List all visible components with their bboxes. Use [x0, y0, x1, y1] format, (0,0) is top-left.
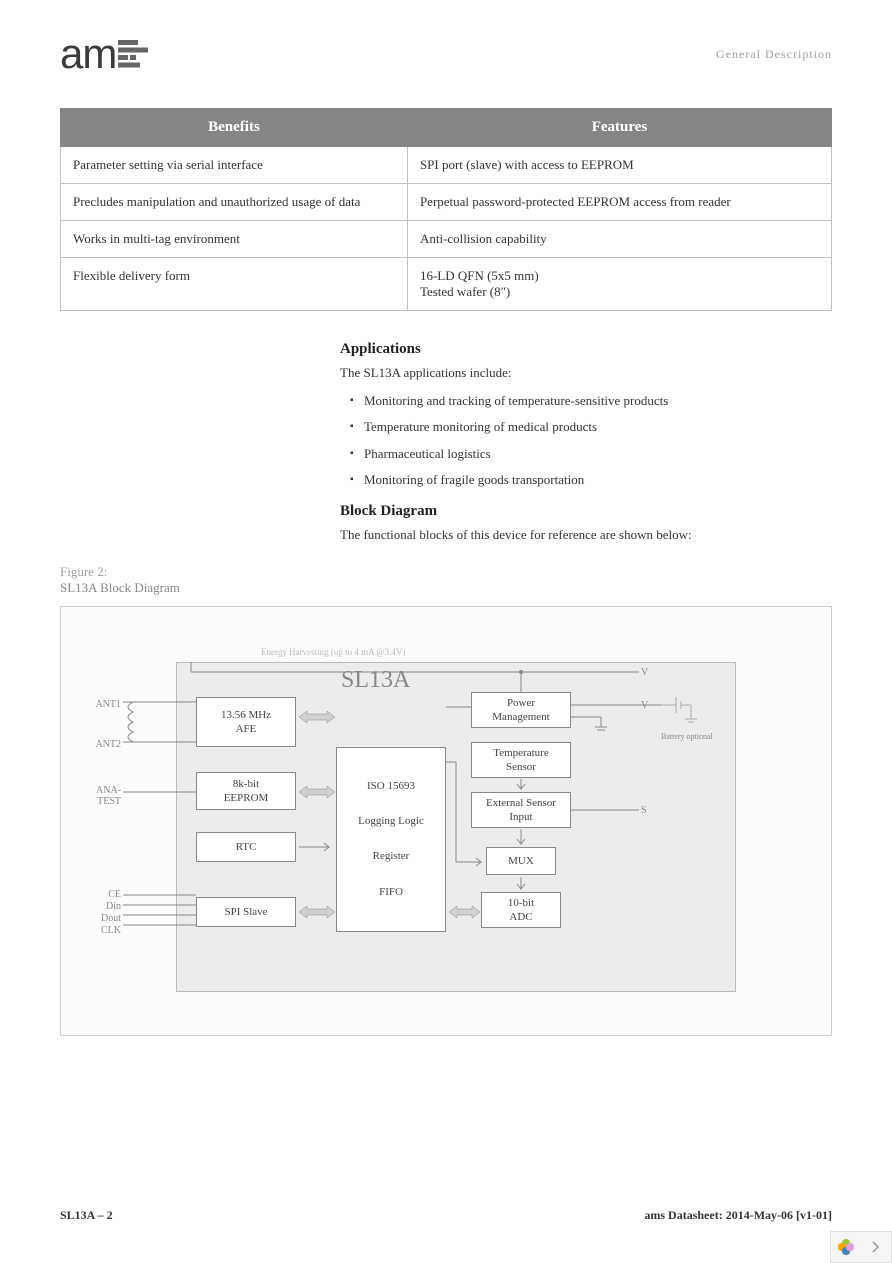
chip-name: SL13A	[341, 667, 410, 694]
adc-block: 10-bit ADC	[481, 892, 561, 928]
temp-block: Temperature Sensor	[471, 742, 571, 778]
pin-ant1: ANT1	[81, 699, 121, 710]
pin-vext1: V	[641, 667, 661, 678]
table-row: Flexible delivery form 16-LD QFN (5x5 mm…	[61, 258, 832, 311]
block-diagram-intro: The functional blocks of this device for…	[340, 526, 832, 544]
pin-vext2: V	[641, 700, 661, 711]
pin-ce: CE	[81, 889, 121, 900]
battery-label: Battery optional	[661, 732, 741, 741]
page-container: am General Description Benefits Features…	[0, 0, 892, 1263]
table-cell: Parameter setting via serial interface	[61, 147, 408, 184]
content-column: Applications The SL13A applications incl…	[340, 341, 832, 544]
afe-block: 13.56 MHz AFE	[196, 697, 296, 747]
pin-din: Din	[81, 901, 121, 912]
table-cell: Works in multi-tag environment	[61, 221, 408, 258]
header-section-label: General Description	[716, 47, 832, 62]
table-header-benefits: Benefits	[61, 109, 408, 147]
list-item: Pharmaceutical logistics	[364, 445, 832, 463]
table-cell: SPI port (slave) with access to EEPROM	[407, 147, 831, 184]
applications-list: Monitoring and tracking of temperature-s…	[340, 392, 832, 489]
applications-intro: The SL13A applications include:	[340, 364, 832, 382]
ams-logo: am	[60, 30, 154, 78]
list-item: Monitoring and tracking of temperature-s…	[364, 392, 832, 410]
rtc-block: RTC	[196, 832, 296, 862]
list-item: Monitoring of fragile goods transportati…	[364, 471, 832, 489]
logic-block: ISO 15693 Logging Logic Register FIFO	[336, 747, 446, 932]
logo-bars-icon	[118, 40, 154, 68]
logo-text: am	[60, 30, 116, 78]
pin-ant2: ANT2	[81, 739, 121, 750]
nav-logo-icon	[831, 1232, 861, 1262]
table-row: Precludes manipulation and unauthorized …	[61, 184, 832, 221]
mux-block: MUX	[486, 847, 556, 875]
table-row: Parameter setting via serial interface S…	[61, 147, 832, 184]
spi-block: SPI Slave	[196, 897, 296, 927]
pin-clk: CLK	[81, 925, 121, 936]
figure-label: Figure 2:	[60, 564, 832, 580]
table-cell: Flexible delivery form	[61, 258, 408, 311]
chip-subtitle: Energy Harvesting (up to 4 mA @3.4V)	[261, 647, 405, 657]
pin-dout: Dout	[81, 913, 121, 924]
nav-widget	[830, 1231, 892, 1263]
antenna-coil-icon	[123, 702, 173, 747]
footer-datasheet-info: ams Datasheet: 2014-May-06 [v1-01]	[644, 1208, 832, 1223]
figure-title: SL13A Block Diagram	[60, 580, 832, 596]
table-cell: Perpetual password-protected EEPROM acce…	[407, 184, 831, 221]
footer-page-number: SL13A – 2	[60, 1208, 113, 1223]
eeprom-block: 8k-bit EEPROM	[196, 772, 296, 810]
block-diagram-container: Energy Harvesting (up to 4 mA @3.4V) SL1…	[60, 606, 832, 1036]
nav-next-button[interactable]	[861, 1232, 891, 1262]
page-footer: SL13A – 2 ams Datasheet: 2014-May-06 [v1…	[60, 1208, 832, 1223]
applications-title: Applications	[340, 341, 832, 358]
power-block: Power Management	[471, 692, 571, 728]
pin-sext: S	[641, 805, 661, 816]
page-header: am General Description	[60, 30, 832, 78]
table-cell: Precludes manipulation and unauthorized …	[61, 184, 408, 221]
battery-icon	[661, 695, 701, 730]
pin-ana-test: ANA- TEST	[81, 785, 121, 807]
chevron-right-icon	[872, 1241, 880, 1253]
table-cell: Anti-collision capability	[407, 221, 831, 258]
benefits-features-table: Benefits Features Parameter setting via …	[60, 108, 832, 311]
ext-sensor-block: External Sensor Input	[471, 792, 571, 828]
table-header-features: Features	[407, 109, 831, 147]
block-diagram-title: Block Diagram	[340, 503, 832, 520]
table-cell: 16-LD QFN (5x5 mm) Tested wafer (8")	[407, 258, 831, 311]
list-item: Temperature monitoring of medical produc…	[364, 418, 832, 436]
table-row: Works in multi-tag environment Anti-coll…	[61, 221, 832, 258]
